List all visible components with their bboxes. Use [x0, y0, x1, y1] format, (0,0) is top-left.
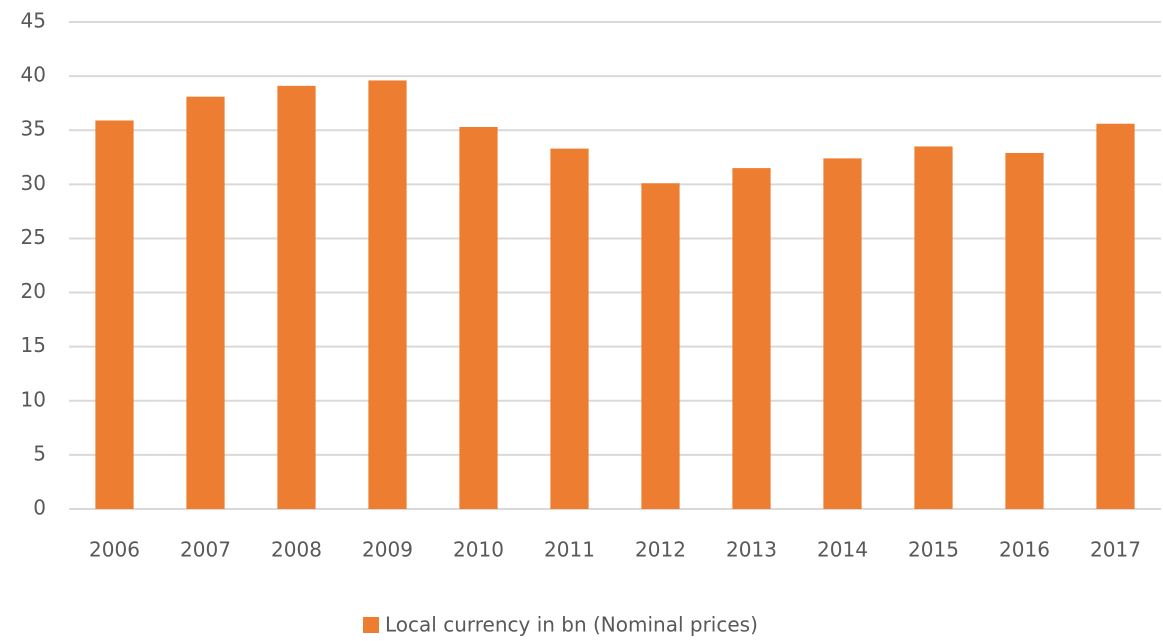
bar [732, 168, 771, 509]
bar [95, 120, 134, 509]
x-tick-label: 2015 [908, 538, 959, 562]
x-tick-label: 2009 [362, 538, 413, 562]
x-tick-label: 2012 [635, 538, 686, 562]
y-tick-label: 25 [21, 225, 46, 249]
x-tick-label: 2016 [999, 538, 1050, 562]
x-tick-label: 2017 [1090, 538, 1141, 562]
legend-label: Local currency in bn (Nominal prices) [385, 613, 758, 637]
bar [1005, 152, 1044, 509]
y-tick-label: 40 [21, 63, 46, 87]
x-tick-label: 2008 [271, 538, 322, 562]
bar [914, 146, 953, 509]
y-tick-label: 0 [33, 496, 46, 520]
bar [823, 158, 862, 510]
bar [277, 85, 316, 510]
bar [641, 183, 680, 510]
bar [459, 126, 498, 509]
y-tick-label: 30 [21, 171, 46, 195]
legend-swatch [363, 617, 379, 633]
y-tick-label: 10 [21, 387, 46, 411]
bar [186, 96, 225, 509]
x-tick-label: 2014 [817, 538, 868, 562]
x-tick-label: 2006 [89, 538, 140, 562]
bar [550, 148, 589, 509]
y-tick-label: 45 [21, 9, 46, 33]
x-tick-label: 2013 [726, 538, 777, 562]
y-tick-label: 35 [21, 117, 46, 141]
y-tick-label: 15 [21, 333, 46, 357]
y-tick-label: 5 [33, 441, 46, 465]
x-tick-label: 2011 [544, 538, 595, 562]
y-tick-label: 20 [21, 279, 46, 303]
x-tick-label: 2007 [180, 538, 231, 562]
bar [1096, 123, 1135, 510]
x-tick-label: 2010 [453, 538, 504, 562]
bar [368, 80, 407, 509]
